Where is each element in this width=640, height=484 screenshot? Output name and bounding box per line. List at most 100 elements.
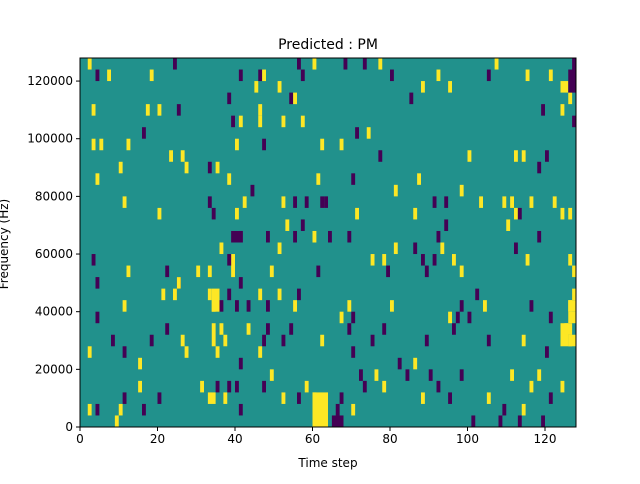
heatmap-cell	[448, 392, 452, 404]
heatmap-cell	[142, 127, 146, 139]
heatmap-cell	[560, 380, 565, 393]
heatmap-cell	[428, 369, 433, 381]
heatmap-cell	[227, 380, 232, 393]
heatmap-cell	[242, 196, 247, 208]
heatmap-cell	[552, 196, 557, 208]
heatmap-cell	[521, 403, 526, 416]
heatmap-cell	[432, 254, 437, 266]
heatmap-cell	[510, 369, 514, 381]
heatmap-cell	[355, 127, 359, 139]
heatmap-cell-block	[235, 230, 243, 243]
heatmap-cell	[397, 357, 402, 370]
heatmap-cell	[277, 81, 282, 93]
heatmap-cell	[238, 357, 243, 370]
heatmap-cell	[452, 254, 456, 266]
heatmap-cell	[459, 300, 464, 312]
heatmap-cell	[514, 150, 518, 162]
heatmap-cell	[312, 58, 317, 70]
heatmap-cell	[421, 81, 425, 93]
y-axis: 0 20000 40000 60000 80000 100000 120000	[27, 74, 80, 434]
heatmap-cell	[157, 104, 162, 116]
heatmap-cell	[378, 58, 383, 70]
heatmap-cell-block	[568, 311, 576, 324]
heatmap-cell	[95, 277, 100, 289]
heatmap-cell	[351, 403, 356, 416]
heatmap-cell	[432, 196, 437, 208]
heatmap-cell	[207, 161, 212, 174]
heatmap-cell	[324, 196, 328, 208]
heatmap-cell	[231, 230, 235, 243]
heatmap-cell	[413, 357, 418, 370]
heatmap-cell	[390, 69, 394, 82]
heatmap-cell	[537, 161, 542, 174]
heatmap-cell	[277, 242, 282, 255]
heatmap-cell	[258, 104, 263, 116]
heatmap-cell	[149, 334, 154, 347]
heatmap-cell	[297, 58, 301, 70]
y-tick-label: 20000	[35, 362, 73, 376]
heatmap-cell	[440, 242, 445, 255]
heatmap-cell	[304, 380, 309, 393]
heatmap-cell	[452, 323, 456, 335]
heatmap-cell	[196, 265, 201, 278]
x-tick-label: 20	[150, 432, 165, 446]
heatmap-cell-block	[312, 392, 328, 427]
heatmap-cell	[169, 150, 173, 162]
heatmap-cell	[297, 288, 301, 301]
heatmap-cell	[486, 334, 491, 347]
x-tick-label: 60	[305, 432, 320, 446]
heatmap-cell	[223, 392, 228, 404]
heatmap-cell	[235, 138, 239, 151]
heatmap-cell	[266, 323, 270, 335]
heatmap-cell	[300, 115, 305, 128]
heatmap-cell	[339, 138, 344, 151]
heatmap-cell	[455, 311, 460, 324]
heatmap-cell	[138, 380, 142, 393]
heatmap-cell	[300, 69, 305, 82]
heatmap-cell	[347, 230, 352, 243]
x-tick-label: 0	[76, 432, 84, 446]
heatmap-cell	[266, 230, 270, 243]
heatmap-cell	[382, 254, 387, 266]
heatmap-cell	[339, 392, 344, 404]
heatmap-cell	[161, 288, 166, 301]
heatmap-cell	[502, 196, 507, 208]
heatmap-cell	[215, 380, 220, 393]
heatmap-cell	[207, 288, 212, 301]
heatmap-cell	[87, 403, 92, 416]
heatmap-cell	[293, 196, 297, 208]
heatmap-cell	[215, 161, 220, 174]
heatmap-cell	[390, 300, 394, 312]
heatmap-cell	[572, 115, 576, 128]
heatmap-cell	[173, 288, 177, 301]
heatmap-cell	[560, 207, 565, 220]
x-tick-label: 40	[227, 432, 242, 446]
heatmap-cell-block	[211, 288, 220, 312]
heatmap-cell	[467, 150, 472, 162]
heatmap-cell	[506, 219, 511, 231]
heatmap-cell	[517, 207, 522, 220]
heatmap-cell	[180, 334, 185, 347]
heatmap-cell	[293, 230, 297, 243]
heatmap-cell	[297, 392, 301, 404]
heatmap-cell	[262, 334, 266, 347]
heatmap-cell	[560, 104, 565, 116]
heatmap-cell	[145, 104, 150, 116]
heatmap-cell	[87, 58, 92, 70]
heatmap-cell	[359, 369, 363, 381]
heatmap-cell	[502, 403, 507, 416]
heatmap-cell	[471, 415, 476, 427]
heatmap-cell	[378, 150, 383, 162]
heatmap-cell	[219, 300, 224, 312]
heatmap-cell	[498, 415, 503, 427]
heatmap-cell	[258, 69, 263, 82]
heatmap-cell-block	[211, 323, 216, 347]
heatmap-cell	[118, 161, 123, 174]
heatmap-cell	[320, 196, 325, 208]
heatmap-cell	[339, 311, 344, 324]
chart-title: Predicted : PM	[278, 37, 378, 53]
heatmap-cell	[258, 346, 263, 358]
heatmap-cell	[316, 265, 321, 278]
heatmap-cell	[118, 403, 123, 416]
heatmap-cell	[537, 230, 542, 243]
